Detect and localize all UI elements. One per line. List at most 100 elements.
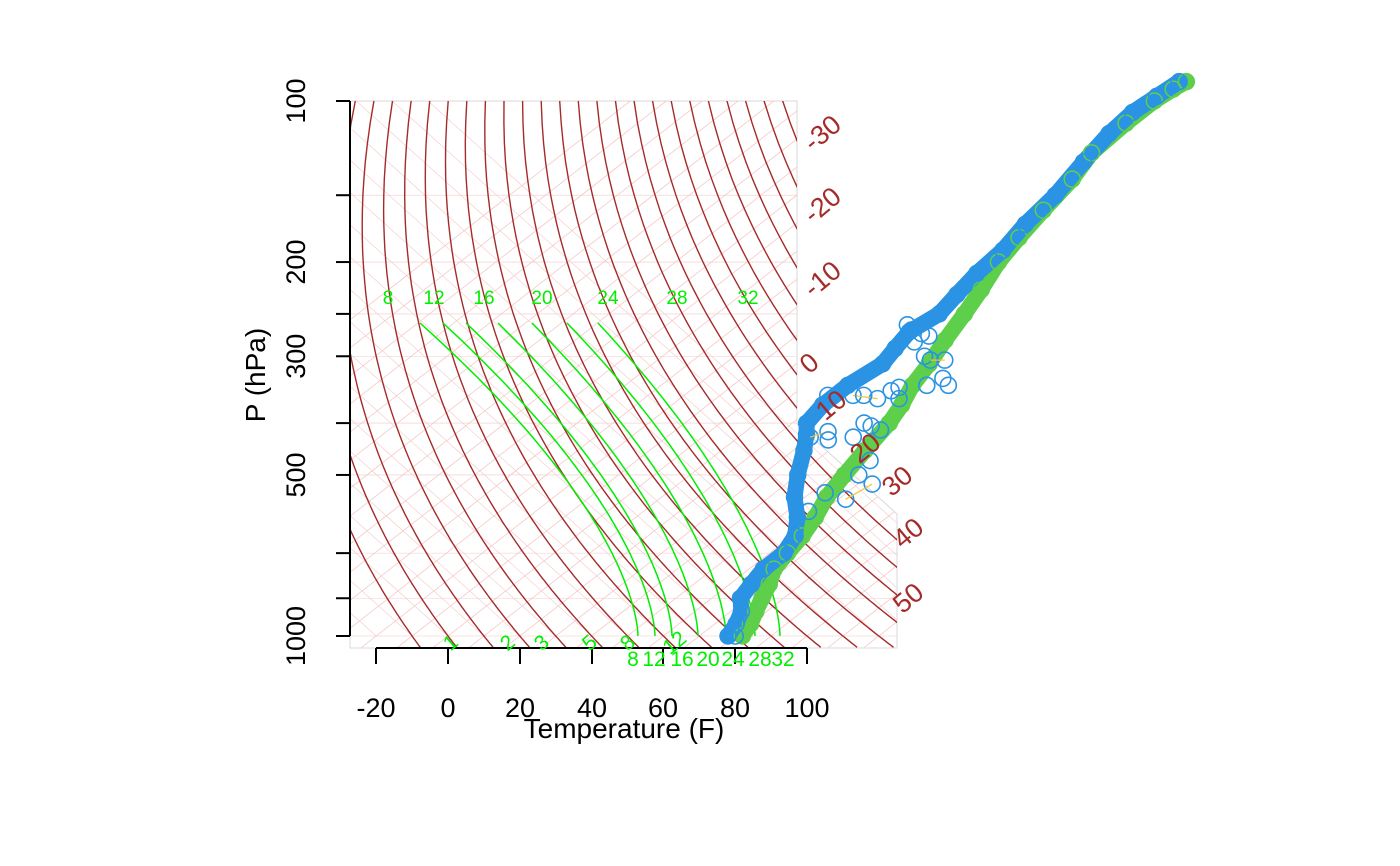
dry-adiabat-line <box>444 101 676 648</box>
isotherm-line <box>350 101 897 648</box>
dry-adiabat-line <box>403 101 603 648</box>
moist-adiabat-label: 1 <box>439 630 463 655</box>
temperature-point <box>793 527 812 545</box>
x-tick-label: 0 <box>440 693 455 723</box>
dewpoint-point <box>754 560 773 578</box>
dewpoint-scatter-point <box>918 376 936 395</box>
isotherm-line <box>864 101 897 648</box>
dewpoint-point <box>813 396 832 414</box>
dry-adiabat-line <box>424 101 640 648</box>
temperature-point <box>1063 170 1081 188</box>
temperature-point <box>955 305 974 323</box>
dewpoint-point <box>786 527 804 545</box>
skew-grid-line <box>350 101 628 637</box>
dewpoint-point <box>1100 124 1118 143</box>
dewpoint-point <box>1046 186 1065 204</box>
mixing-ratio-lines <box>419 322 781 637</box>
dewpoint-point <box>797 414 816 432</box>
mixing-ratio-top-label: 28 <box>666 288 687 309</box>
dewpoint-scatter-point <box>934 369 952 388</box>
dewpoint-scatter-point <box>801 428 819 446</box>
mixing-ratio-bottom-label: 16 <box>670 648 693 671</box>
dewpoint-scatter-point <box>726 627 745 645</box>
dewpoint-scatter-point <box>905 333 924 351</box>
dewpoint-point <box>994 241 1012 259</box>
dewpoint-scatter-point <box>890 378 908 397</box>
mixing-ratio-bottom-label: 24 <box>721 648 745 671</box>
skew-grid-line <box>350 101 736 637</box>
isotherm-line <box>350 101 897 648</box>
connector-line <box>845 483 873 500</box>
dewpoint-point <box>1016 215 1034 234</box>
x-tick-label: 20 <box>505 693 535 723</box>
dewpoint-scatter-point <box>902 321 921 339</box>
mixing-ratio-top-label: 24 <box>597 288 619 309</box>
y-axis-title: P (hPa) <box>240 328 271 422</box>
temperature-point <box>936 331 954 349</box>
temperature-point <box>880 414 898 432</box>
isotherm-line <box>684 101 897 648</box>
skew-grid-line <box>350 101 897 637</box>
mixing-ratio-line <box>597 322 781 637</box>
dewpoint-scatter-point <box>799 502 818 521</box>
dewpoint-point <box>731 589 750 607</box>
dry-adiabat-line <box>382 101 567 648</box>
skew-grid-line <box>0 0 197 636</box>
y-tick-label: 1000 <box>281 606 311 666</box>
temperature-point <box>765 560 783 578</box>
skew-grid-line <box>0 0 17 636</box>
y-tick-label: 500 <box>281 452 311 497</box>
skew-grid-line <box>0 0 89 636</box>
skew-grid-line <box>350 101 521 637</box>
skew-grid-line <box>350 101 700 637</box>
dewpoint-point <box>1170 72 1188 91</box>
dewpoint-scatter-point <box>836 490 855 508</box>
skew-grid-line <box>350 101 664 637</box>
x-tick-label: -20 <box>356 693 395 723</box>
dewpoint-scatter-point <box>816 484 834 502</box>
dewpoint-point <box>775 544 793 562</box>
dewpoint-scatter-point <box>871 421 890 439</box>
temperature-point <box>806 508 825 527</box>
dewpoint-point <box>873 355 892 373</box>
dewpoint-scatter-point <box>890 389 908 408</box>
dewpoint-point <box>788 508 807 527</box>
isotherm-line <box>350 101 810 648</box>
x-axis-title: Temperature (F) <box>524 713 725 744</box>
dewpoint-point <box>727 615 745 633</box>
dry-adiabat-label: 40 <box>887 512 929 554</box>
moist-adiabat-label: 2 <box>496 630 520 655</box>
mixing-ratio-bottom-label: 20 <box>696 648 719 671</box>
mixing-ratio-top-label: 12 <box>423 288 444 309</box>
dewpoint-scatter-point <box>849 466 868 484</box>
isotherm-line <box>756 101 897 648</box>
temperature-point <box>972 280 991 299</box>
isotherm-line <box>433 101 897 648</box>
dewpoint-scatter-point <box>863 475 882 493</box>
dewpoint-point <box>785 488 804 506</box>
connector-line <box>852 394 878 400</box>
plot-area <box>0 0 1196 649</box>
mixing-ratio-top-label: 32 <box>737 288 758 309</box>
isotherm-line <box>540 101 897 648</box>
dewpoint-scatter-point <box>915 347 934 366</box>
temperature-point <box>1177 72 1196 91</box>
skew-grid-line <box>350 101 556 637</box>
isotherm-line <box>350 101 882 648</box>
isotherm-line <box>361 101 897 648</box>
temperature-point <box>778 544 797 562</box>
dry-adiabat-line <box>648 101 897 648</box>
isotherm-line <box>350 101 775 648</box>
mixing-ratio-line <box>531 322 727 637</box>
x-tick-label: 80 <box>720 693 750 723</box>
skew-grid-line <box>0 0 304 636</box>
dewpoint-scatter-point <box>861 451 879 470</box>
temperature-point <box>989 253 1008 271</box>
y-tick-label: 300 <box>281 334 311 379</box>
dry-adiabat-line <box>666 101 897 648</box>
temperature-point <box>856 441 874 460</box>
dewpoint-scatter-point <box>862 417 880 435</box>
dry-adiabat-line <box>350 101 421 648</box>
skew-grid-line <box>0 0 125 636</box>
